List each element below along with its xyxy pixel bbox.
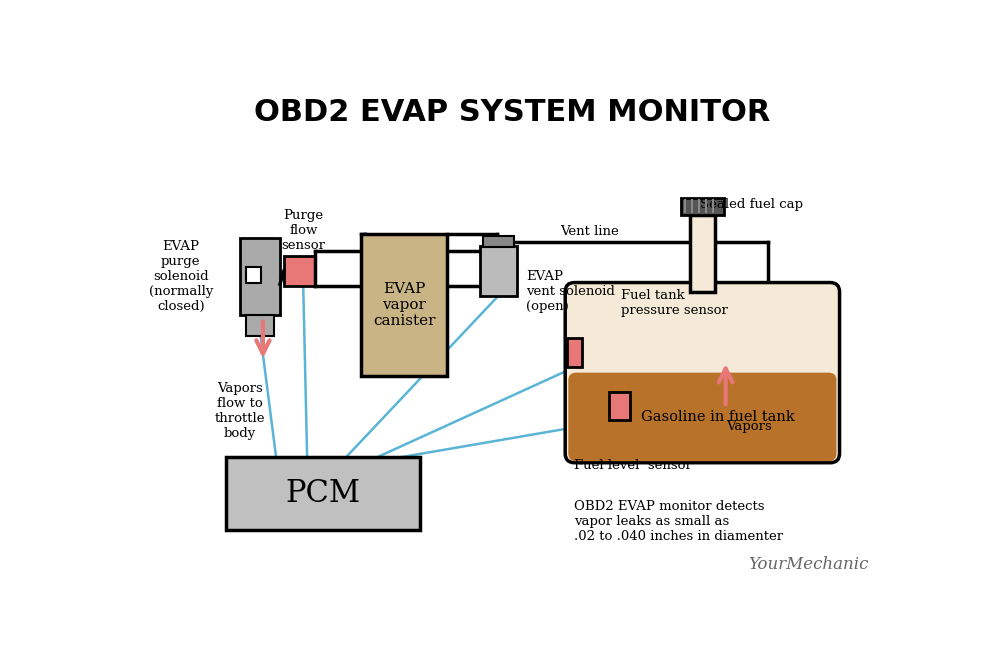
Bar: [226, 458, 420, 530]
Text: EVAP
vapor
canister: EVAP vapor canister: [373, 282, 435, 328]
Bar: [681, 198, 724, 215]
Text: EVAP
purge
solenoid
(normally
closed): EVAP purge solenoid (normally closed): [149, 240, 213, 313]
Text: Fuel tank
pressure sensor: Fuel tank pressure sensor: [621, 289, 728, 317]
Bar: [480, 245, 517, 295]
Text: Gasoline in fuel tank: Gasoline in fuel tank: [641, 410, 795, 424]
Bar: [284, 255, 315, 286]
Text: PCM: PCM: [285, 478, 360, 510]
FancyBboxPatch shape: [565, 283, 840, 463]
Text: Vent line: Vent line: [561, 225, 619, 238]
Text: YourMechanic: YourMechanic: [749, 556, 869, 573]
Text: Purge
flow
sensor: Purge flow sensor: [281, 209, 325, 251]
Text: OBD2 EVAP SYSTEM MONITOR: OBD2 EVAP SYSTEM MONITOR: [254, 98, 771, 127]
Bar: [246, 267, 261, 283]
Bar: [483, 236, 514, 247]
Bar: [690, 215, 715, 291]
Bar: [361, 234, 447, 376]
Text: OBD2 EVAP monitor detects
vapor leaks as small as
.02 to .040 inches in diamente: OBD2 EVAP monitor detects vapor leaks as…: [574, 500, 784, 543]
Bar: [609, 392, 630, 420]
Bar: [567, 338, 582, 368]
Bar: [240, 238, 280, 315]
Text: Fuel level  sensor: Fuel level sensor: [574, 458, 692, 472]
Text: Sealed fuel cap: Sealed fuel cap: [700, 198, 803, 211]
Text: EVAP
vent solenoid
(open): EVAP vent solenoid (open): [526, 270, 615, 313]
Text: Vapors
flow to
throttle
body: Vapors flow to throttle body: [214, 382, 265, 440]
FancyBboxPatch shape: [568, 373, 836, 461]
Text: Vapors: Vapors: [726, 420, 772, 433]
Bar: [246, 315, 274, 336]
